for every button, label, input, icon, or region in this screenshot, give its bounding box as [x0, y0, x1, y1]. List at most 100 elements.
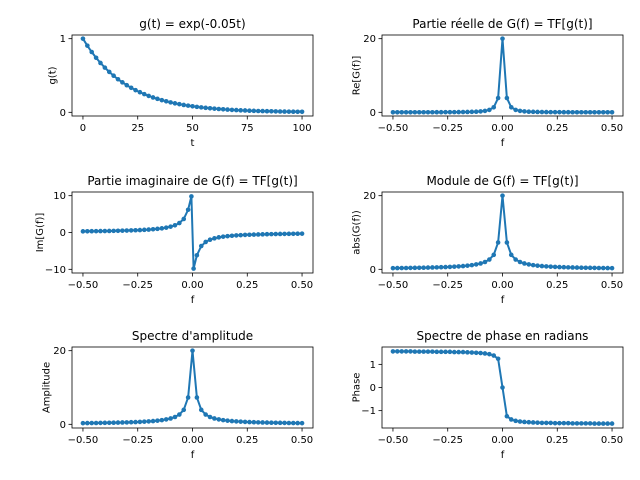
y-tick-label: 0: [60, 108, 66, 119]
x-tick-label: 0.50: [601, 123, 623, 134]
data-point: [255, 232, 261, 237]
data-point: [242, 232, 248, 238]
data-point: [596, 109, 602, 115]
data-point: [93, 420, 99, 426]
data-point: [229, 233, 235, 239]
data-point: [561, 109, 567, 115]
data-point: [557, 109, 562, 115]
data-point: [203, 412, 208, 417]
data-point: [190, 348, 195, 353]
data-point: [163, 225, 169, 230]
data-point: [264, 420, 270, 425]
data-point: [194, 104, 200, 110]
data-point: [85, 228, 90, 234]
x-axis-label: f: [501, 138, 505, 149]
data-point: [412, 109, 418, 115]
data-point: [447, 349, 453, 355]
y-tick-label: 20: [53, 346, 66, 357]
data-point: [399, 265, 405, 271]
data-point: [115, 228, 121, 234]
data-point: [443, 264, 448, 270]
data-point: [465, 109, 470, 115]
y-axis-label: Phase: [351, 373, 362, 403]
data-point: [106, 69, 112, 75]
data-point: [421, 349, 426, 354]
data-point: [600, 109, 606, 115]
data-point: [600, 265, 606, 271]
data-point: [282, 231, 287, 237]
data-point: [295, 231, 300, 237]
data-point: [605, 421, 610, 426]
plot-frame: [71, 34, 314, 117]
data-point: [478, 109, 483, 114]
data-point: [194, 395, 200, 400]
data-point: [102, 420, 108, 426]
data-point: [408, 265, 413, 271]
data-point: [430, 265, 435, 270]
subplot-6: Spectre de phase en radians −0.50 −0.25 0.0…: [351, 329, 624, 461]
data-point: [155, 418, 160, 423]
data-point: [106, 420, 112, 426]
data-point: [526, 419, 532, 425]
data-point: [539, 263, 545, 269]
data-point: [513, 257, 518, 262]
data-point: [234, 107, 239, 113]
data-point: [530, 262, 536, 268]
data-point: [247, 419, 252, 425]
data-point: [535, 420, 540, 425]
x-tick-label: −0.25: [432, 435, 463, 446]
data-point: [111, 420, 116, 426]
data-point: [85, 43, 90, 48]
data-point: [495, 356, 501, 362]
data-point: [260, 232, 265, 237]
data-point: [438, 109, 444, 115]
chart-title: Partie imaginaire de G(f) = TF[g(t)]: [87, 174, 297, 188]
y-axis-label: Re[G(f)]: [351, 56, 362, 96]
data-point: [133, 87, 138, 93]
data-point: [539, 420, 545, 426]
data-point: [390, 109, 396, 115]
data-point: [465, 350, 470, 355]
data-point: [395, 109, 400, 115]
data-point: [565, 109, 571, 115]
data-point: [185, 207, 191, 213]
data-point: [469, 262, 475, 268]
data-point: [229, 418, 235, 424]
data-point: [299, 109, 305, 115]
data-point: [425, 109, 431, 115]
data-point: [185, 395, 191, 400]
data-point: [438, 349, 444, 355]
data-point: [596, 421, 602, 426]
data-point: [155, 226, 160, 232]
data-point: [574, 265, 580, 270]
x-axis-label: f: [501, 295, 505, 306]
data-point: [120, 80, 125, 85]
plot-frame: [381, 346, 624, 429]
data-point: [508, 104, 514, 110]
x-tick-label: 75: [241, 123, 254, 134]
subplot-4: Module de G(f) = TF[g(t)] −0.50 −0.25 0.00 0…: [351, 174, 624, 306]
data-point: [390, 265, 396, 271]
data-point: [264, 108, 270, 114]
x-tick-label: 50: [186, 123, 199, 134]
data-point: [124, 228, 130, 233]
data-point: [212, 416, 217, 421]
data-point: [238, 108, 243, 113]
data-point: [128, 419, 134, 425]
data-point: [299, 231, 305, 236]
data-point: [403, 349, 409, 354]
data-point: [238, 419, 243, 424]
x-tick-label: 0.25: [546, 280, 568, 291]
data-point: [535, 109, 540, 115]
data-point: [460, 349, 466, 355]
data-point: [273, 420, 279, 426]
data-point: [181, 407, 187, 413]
x-tick-label: −0.50: [68, 435, 99, 446]
y-tick-label: 1: [60, 34, 66, 45]
data-point: [159, 417, 165, 423]
data-point: [137, 89, 143, 95]
series-line: [81, 349, 304, 425]
data-point: [552, 420, 558, 426]
data-point: [85, 420, 90, 426]
data-point: [255, 108, 261, 114]
